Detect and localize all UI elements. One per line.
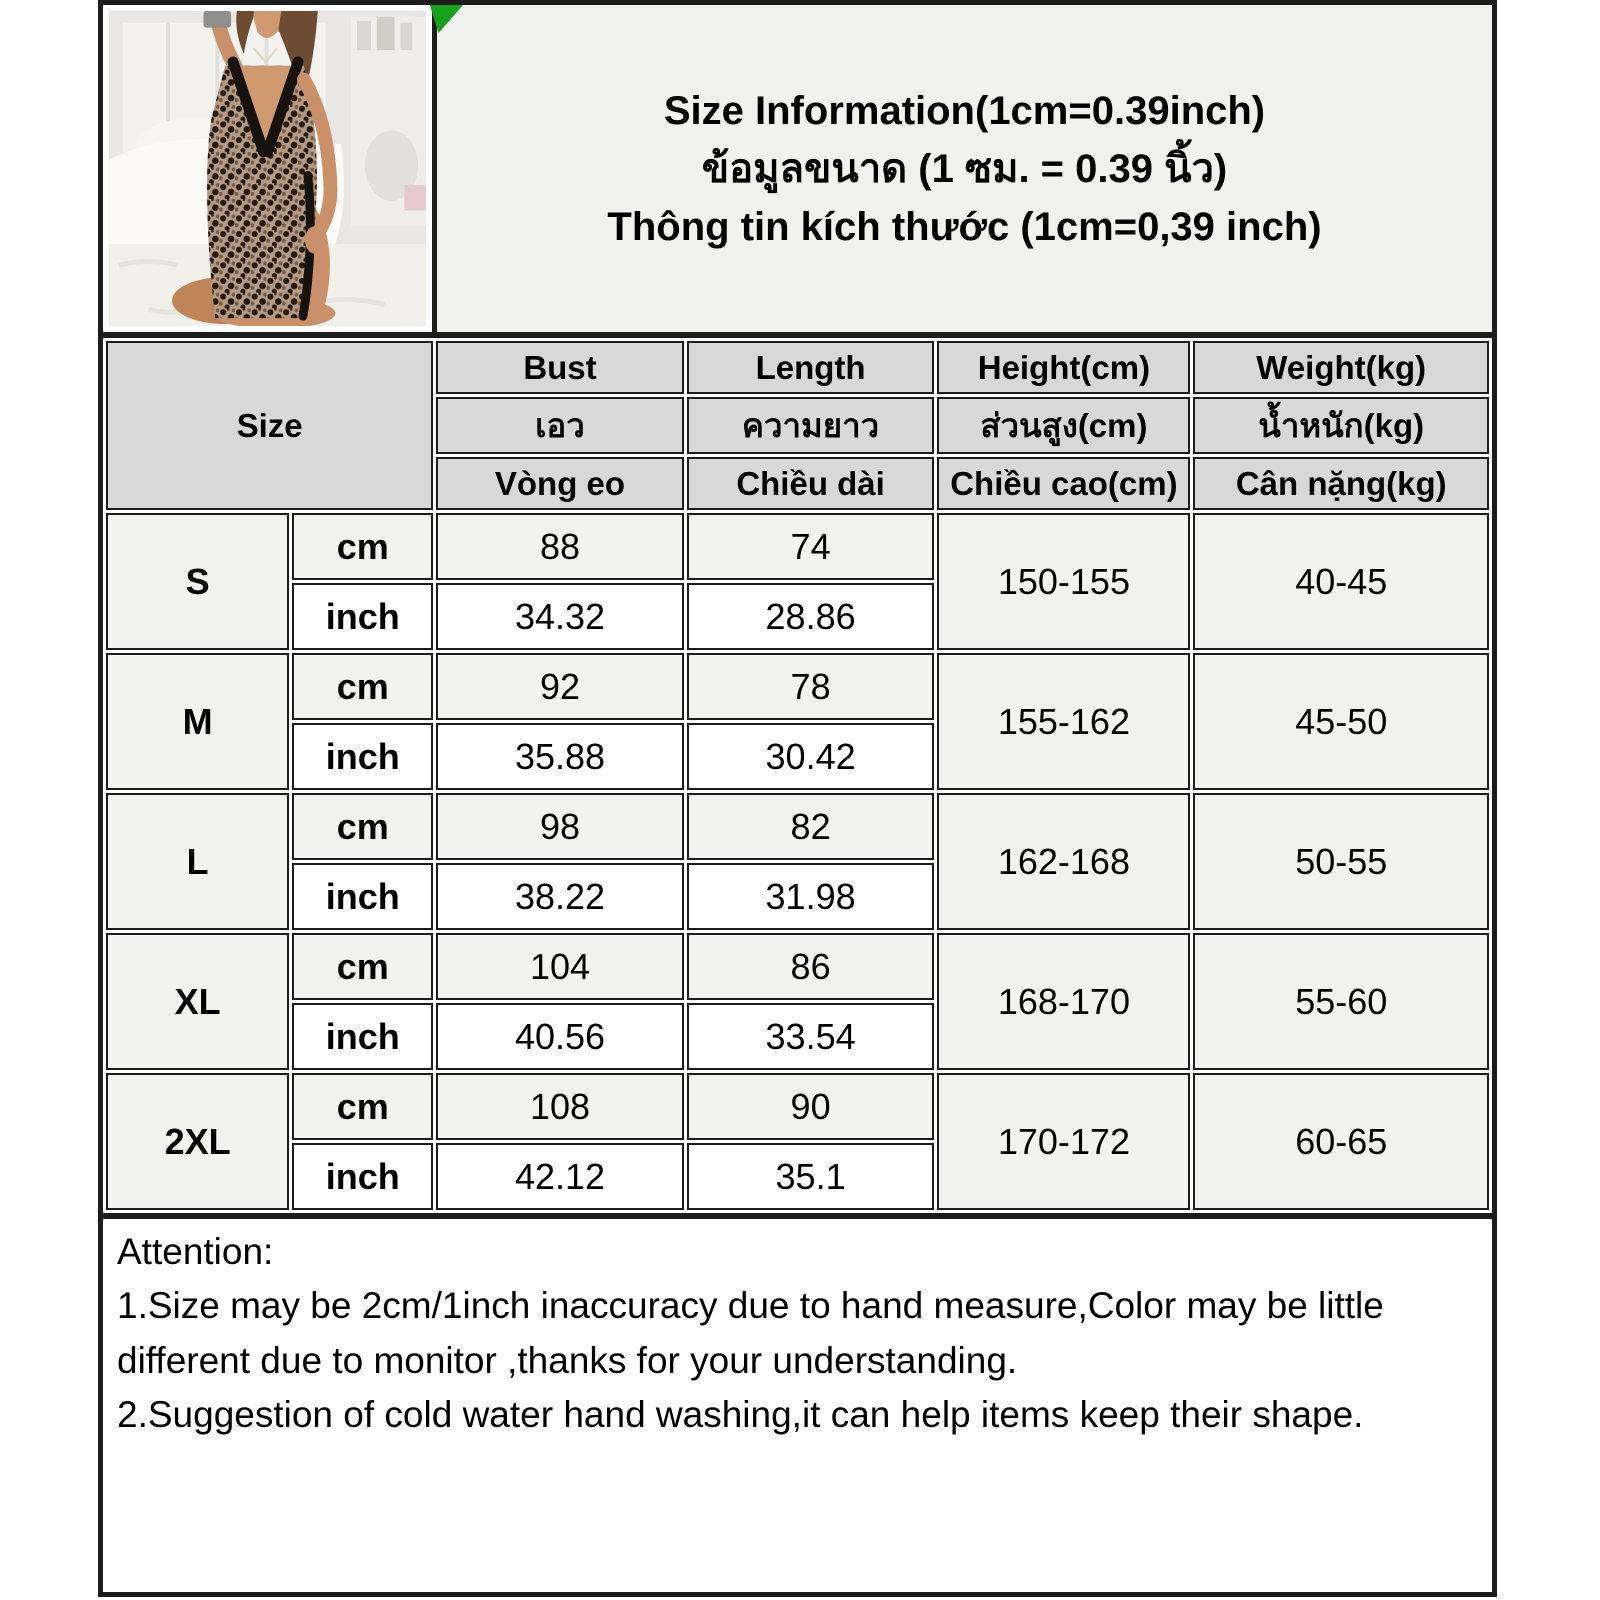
bust-cm-value: 98: [436, 793, 684, 860]
length-inch-value: 35.1: [686, 1143, 935, 1210]
table-row: inch 40.56 33.54: [106, 1003, 1489, 1070]
length-cm-value: 82: [686, 793, 935, 860]
length-cm-value: 90: [686, 1073, 935, 1140]
unit-cm-label: cm: [292, 653, 434, 720]
bust-inch-value: 35.88: [436, 723, 684, 790]
unit-cm-label: cm: [292, 513, 434, 580]
bust-cm-value: 104: [436, 933, 684, 1000]
header-row-english: Size Bust Length Height(cm) Weight(kg): [106, 341, 1489, 510]
table-row: M cm 92 78 155-162 45-50: [106, 653, 1489, 790]
height-value: 168-170: [937, 933, 1191, 1070]
attention-note-2: 2.Suggestion of cold water hand washing,…: [117, 1394, 1364, 1436]
unit-cm-label: cm: [292, 933, 434, 1000]
size-label: 2XL: [106, 1073, 290, 1210]
table-row: inch 42.12 35.1: [106, 1143, 1489, 1210]
table-row: S cm 88 74 150-155 40-45: [106, 513, 1489, 650]
length-inch-value: 33.54: [686, 1003, 935, 1070]
length-cm-value: 86: [686, 933, 935, 1000]
length-cm-value: 78: [686, 653, 935, 720]
col-header-length-th: ความยาว: [686, 397, 935, 454]
height-value: 162-168: [937, 793, 1191, 930]
unit-cm-label: cm: [292, 1073, 434, 1140]
unit-inch-label: inch: [292, 1003, 434, 1070]
attention-heading: Attention:: [117, 1231, 274, 1272]
unit-inch-label: inch: [292, 723, 434, 790]
size-table: Size Bust Length Height(cm) Weight(kg) เ…: [103, 338, 1492, 1219]
table-row: XL cm 104 86 168-170 55-60: [106, 933, 1489, 1070]
size-label: XL: [106, 933, 290, 1070]
col-header-bust-vi: Vòng eo: [436, 457, 684, 510]
product-photo-illustration: [109, 11, 426, 326]
height-value: 150-155: [937, 513, 1191, 650]
height-value: 170-172: [937, 1073, 1191, 1210]
col-header-height-th: ส่วนสูง(cm): [937, 397, 1191, 454]
weight-value: 40-45: [1193, 513, 1489, 650]
title-thai: ข้อมูลขนาด (1 ซม. = 0.39 นิ้ว): [701, 146, 1228, 191]
bust-inch-value: 40.56: [436, 1003, 684, 1070]
unit-cm-label: cm: [292, 793, 434, 860]
attention-notes: Attention: 1.Size may be 2cm/1inch inacc…: [103, 1219, 1492, 1443]
col-header-height-en: Height(cm): [937, 341, 1191, 394]
col-header-height-vi: Chiều cao(cm): [937, 457, 1191, 510]
size-label: L: [106, 793, 290, 930]
col-header-bust-th: เอว: [436, 397, 684, 454]
size-header-cell: Size: [106, 341, 434, 510]
bust-cm-value: 92: [436, 653, 684, 720]
weight-value: 55-60: [1193, 933, 1489, 1070]
weight-value: 60-65: [1193, 1073, 1489, 1210]
title-english: Size Information(1cm=0.39inch): [663, 88, 1266, 133]
weight-value: 50-55: [1193, 793, 1489, 930]
bust-inch-value: 38.22: [436, 863, 684, 930]
attention-note-1: 1.Size may be 2cm/1inch inaccuracy due t…: [117, 1285, 1384, 1381]
length-cm-value: 74: [686, 513, 935, 580]
table-row: L cm 98 82 162-168 50-55: [106, 793, 1489, 930]
col-header-length-en: Length: [686, 341, 935, 394]
unit-inch-label: inch: [292, 583, 434, 650]
unit-inch-label: inch: [292, 1143, 434, 1210]
header-row-thai: เอว ความยาว ส่วนสูง(cm) น้ำหนัก(kg): [106, 397, 1489, 454]
col-header-weight-en: Weight(kg): [1193, 341, 1489, 394]
col-header-length-vi: Chiều dài: [686, 457, 935, 510]
size-label: S: [106, 513, 290, 650]
title-vietnamese: Thông tin kích thước (1cm=0,39 inch): [607, 204, 1322, 249]
col-header-weight-th: น้ำหนัก(kg): [1193, 397, 1489, 454]
size-chart-sheet: Size Information(1cm=0.39inch) ข้อมูลขนา…: [98, 0, 1497, 1597]
bust-inch-value: 42.12: [436, 1143, 684, 1210]
table-row: inch 38.22 31.98: [106, 863, 1489, 930]
unit-inch-label: inch: [292, 863, 434, 930]
table-row: inch 35.88 30.42: [106, 723, 1489, 790]
table-row: 2XL cm 108 90 170-172 60-65: [106, 1073, 1489, 1210]
header-section: Size Information(1cm=0.39inch) ข้อมูลขนา…: [103, 5, 1492, 338]
col-header-weight-vi: Cân nặng(kg): [1193, 457, 1489, 510]
weight-value: 45-50: [1193, 653, 1489, 790]
size-label: M: [106, 653, 290, 790]
size-info-title-block: Size Information(1cm=0.39inch) ข้อมูลขนา…: [437, 5, 1492, 332]
height-value: 155-162: [937, 653, 1191, 790]
bust-cm-value: 88: [436, 513, 684, 580]
bust-cm-value: 108: [436, 1073, 684, 1140]
col-header-bust-en: Bust: [436, 341, 684, 394]
product-photo: [103, 5, 437, 332]
length-inch-value: 28.86: [686, 583, 935, 650]
header-row-vietnamese: Vòng eo Chiều dài Chiều cao(cm) Cân nặng…: [106, 457, 1489, 510]
table-row: inch 34.32 28.86: [106, 583, 1489, 650]
length-inch-value: 30.42: [686, 723, 935, 790]
bust-inch-value: 34.32: [436, 583, 684, 650]
length-inch-value: 31.98: [686, 863, 935, 930]
